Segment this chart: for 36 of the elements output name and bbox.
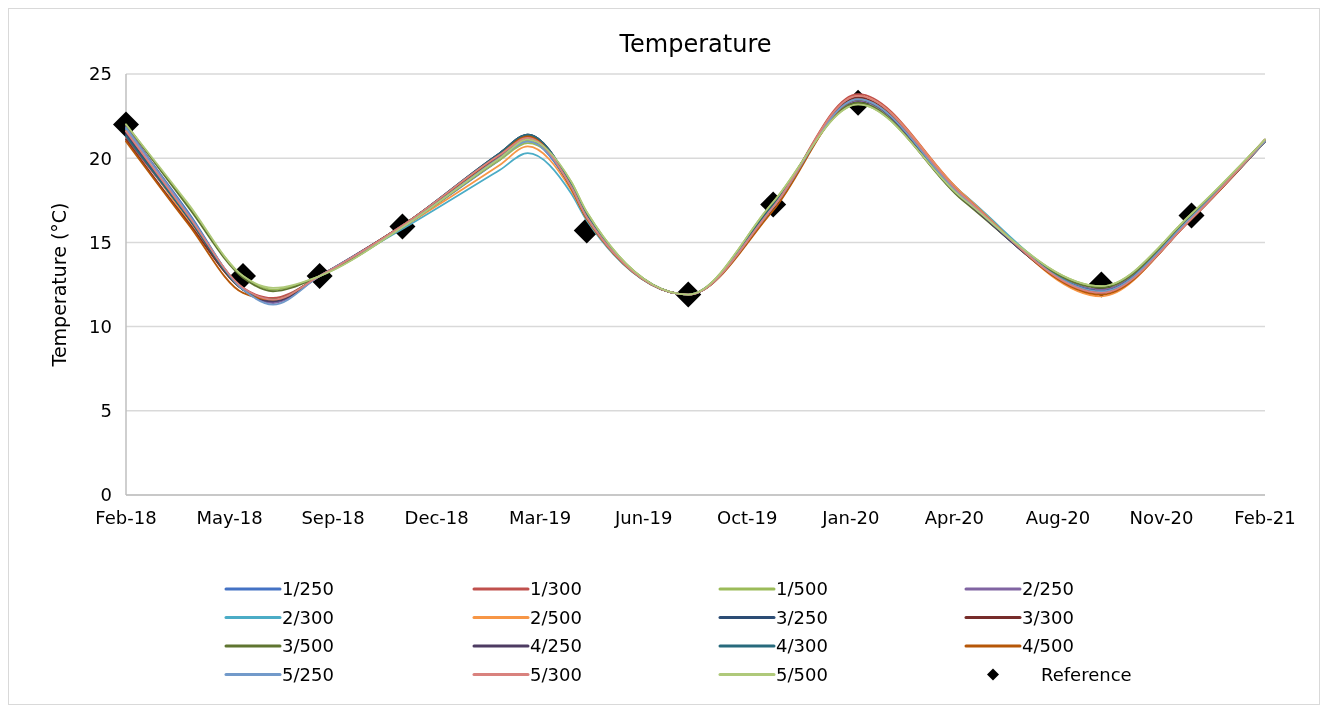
y-tick-label: 5 — [100, 400, 112, 422]
legend-label: 5/300 — [530, 663, 582, 685]
legend-label: 1/500 — [776, 578, 828, 600]
y-tick-label: 20 — [89, 147, 112, 169]
legend-label: 4/300 — [776, 635, 828, 657]
legend-label: 1/250 — [282, 578, 334, 600]
y-tick-label: 15 — [89, 231, 112, 253]
legend-label: 4/250 — [530, 635, 582, 657]
x-tick-label: Jun-19 — [613, 507, 673, 528]
x-tick-label: Apr-20 — [924, 507, 985, 528]
x-tick-label: Dec-18 — [404, 507, 469, 528]
x-tick-label: Oct-19 — [717, 507, 778, 528]
x-tick-label: Mar-19 — [509, 507, 572, 528]
y-tick-label: 10 — [89, 315, 112, 337]
x-tick-label: May-18 — [196, 507, 263, 528]
legend-label: 2/250 — [1022, 578, 1074, 600]
y-tick-label: 25 — [89, 63, 112, 85]
legend-label: 4/500 — [1022, 635, 1074, 657]
legend-label: 5/500 — [776, 663, 828, 685]
legend-label: 3/500 — [282, 635, 334, 657]
legend-label: 1/300 — [530, 578, 582, 600]
y-axis-title: Temperature (°C) — [48, 202, 70, 368]
legend-label: 3/300 — [1022, 606, 1074, 628]
x-tick-label: Jan-20 — [821, 507, 880, 528]
legend-label: 5/250 — [282, 663, 334, 685]
chart-title: Temperature — [618, 30, 772, 58]
x-tick-label: Sep-18 — [301, 507, 365, 528]
x-tick-label: Nov-20 — [1129, 507, 1194, 528]
y-tick-label: 0 — [100, 484, 112, 506]
legend-label: 2/500 — [530, 606, 582, 628]
legend-label: 3/250 — [776, 606, 828, 628]
x-tick-label: Feb-18 — [95, 507, 157, 528]
x-tick-label: Feb-21 — [1234, 507, 1296, 528]
legend-label: 2/300 — [282, 606, 334, 628]
legend-label: Reference — [1041, 663, 1132, 685]
x-tick-label: Aug-20 — [1025, 507, 1091, 528]
